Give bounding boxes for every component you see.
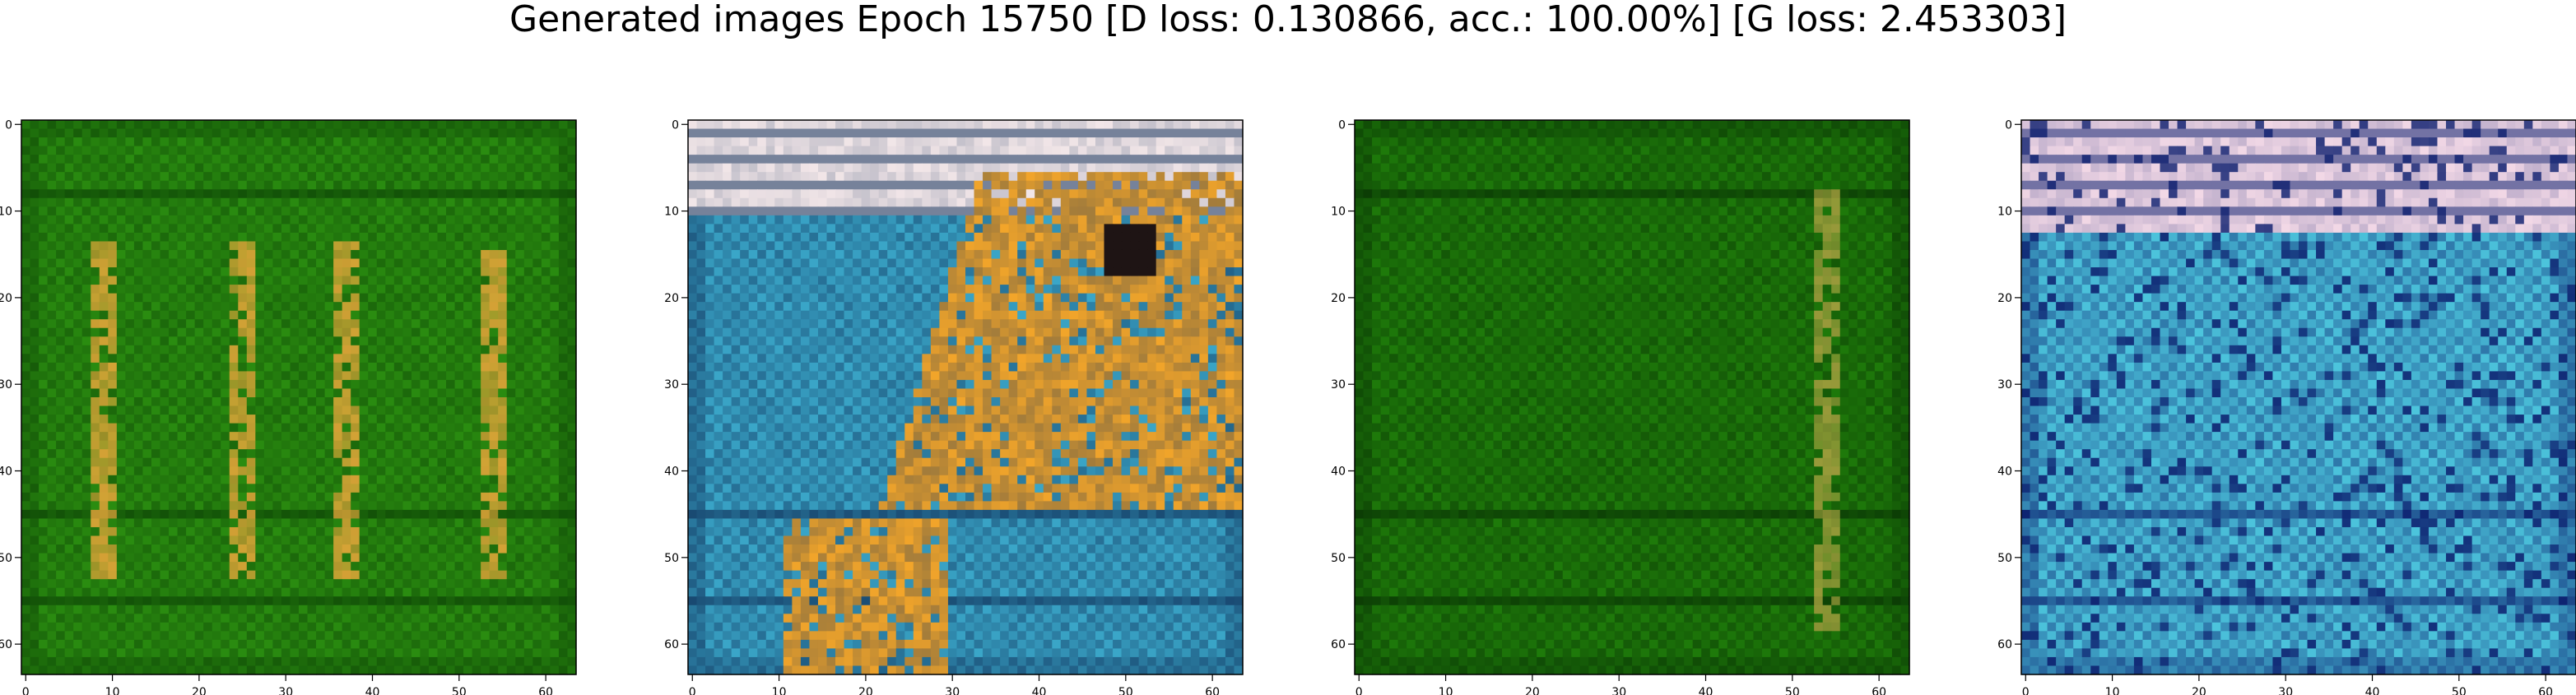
x-tick-label: 0 [689, 686, 696, 695]
axes-frame [21, 119, 577, 675]
x-tick-label: 20 [2192, 686, 2206, 695]
page-title: Generated images Epoch 15750 [D loss: 0.… [509, 0, 2067, 40]
panel-sample-2: 0 10 20 30 40 50 60 0 10 20 30 40 50 60 [664, 118, 1244, 695]
x-tick-label: 60 [2538, 686, 2553, 695]
generated-image [21, 120, 577, 675]
x-tick-label: 50 [452, 686, 467, 695]
x-tick-label: 20 [192, 686, 207, 695]
y-tick-label: 50 [1997, 552, 2012, 565]
y-tick-label: 60 [1997, 638, 2012, 651]
x-tick-label: 20 [858, 686, 873, 695]
axes-frame [1354, 119, 1910, 675]
x-tick-label: 50 [1118, 686, 1133, 695]
x-tick-label: 60 [1205, 686, 1220, 695]
y-tick-label: 20 [1331, 292, 1346, 305]
panel-sample-3: 0 10 20 30 40 50 60 0 10 20 30 40 50 60 [1331, 118, 1910, 695]
y-tick-label: 40 [664, 466, 679, 479]
y-tick-label: 0 [672, 118, 679, 132]
x-tick-label: 30 [278, 686, 293, 695]
y-tick-label: 10 [1997, 206, 2012, 219]
x-tick-label: 30 [945, 686, 960, 695]
y-tick-label: 10 [0, 206, 12, 219]
x-tick-label: 10 [772, 686, 787, 695]
y-tick-label: 30 [664, 378, 679, 392]
y-tick-label: 50 [1331, 552, 1346, 565]
y-tick-label: 20 [664, 292, 679, 305]
y-tick-label: 0 [2005, 118, 2012, 132]
generated-image [2021, 120, 2576, 675]
y-tick-label: 40 [0, 466, 12, 479]
y-tick-label: 30 [1331, 378, 1346, 392]
y-tick-label: 40 [1997, 466, 2012, 479]
x-tick-label: 60 [538, 686, 553, 695]
y-tick-label: 20 [0, 292, 12, 305]
x-tick-label: 50 [2452, 686, 2467, 695]
y-tick-label: 60 [664, 638, 679, 651]
x-tick-label: 0 [2022, 686, 2030, 695]
y-tick-label: 60 [0, 638, 12, 651]
x-tick-label: 10 [2105, 686, 2120, 695]
y-tick-label: 10 [664, 206, 679, 219]
y-tick-label: 0 [1338, 118, 1346, 132]
x-tick-label: 30 [1611, 686, 1626, 695]
x-tick-label: 60 [1872, 686, 1886, 695]
y-tick-label: 40 [1331, 466, 1346, 479]
y-tick-label: 0 [5, 118, 12, 132]
x-tick-label: 40 [1032, 686, 1047, 695]
y-tick-label: 20 [1997, 292, 2012, 305]
y-tick-label: 50 [664, 552, 679, 565]
x-tick-label: 40 [365, 686, 380, 695]
x-tick-label: 30 [2278, 686, 2293, 695]
y-tick-label: 50 [0, 552, 12, 565]
y-tick-label: 30 [0, 378, 12, 392]
y-tick-label: 10 [1331, 206, 1346, 219]
x-tick-label: 0 [22, 686, 30, 695]
x-tick-label: 0 [1355, 686, 1363, 695]
y-tick-label: 60 [1331, 638, 1346, 651]
generated-image [1355, 120, 1910, 675]
generated-image [688, 120, 1244, 675]
x-tick-label: 20 [1525, 686, 1540, 695]
x-tick-label: 40 [2365, 686, 2380, 695]
panel-sample-4: 0 10 20 30 40 50 60 0 10 20 30 40 50 60 [1997, 118, 2576, 695]
x-tick-label: 10 [105, 686, 120, 695]
y-tick-label: 30 [1997, 378, 2012, 392]
x-tick-label: 40 [1699, 686, 1713, 695]
x-tick-label: 50 [1785, 686, 1800, 695]
panel-sample-1: 0 10 20 30 40 50 60 0 10 20 30 40 50 60 [0, 118, 577, 695]
axes-frame [687, 119, 1244, 675]
axes-frame [2020, 119, 2576, 675]
x-tick-label: 10 [1439, 686, 1453, 695]
